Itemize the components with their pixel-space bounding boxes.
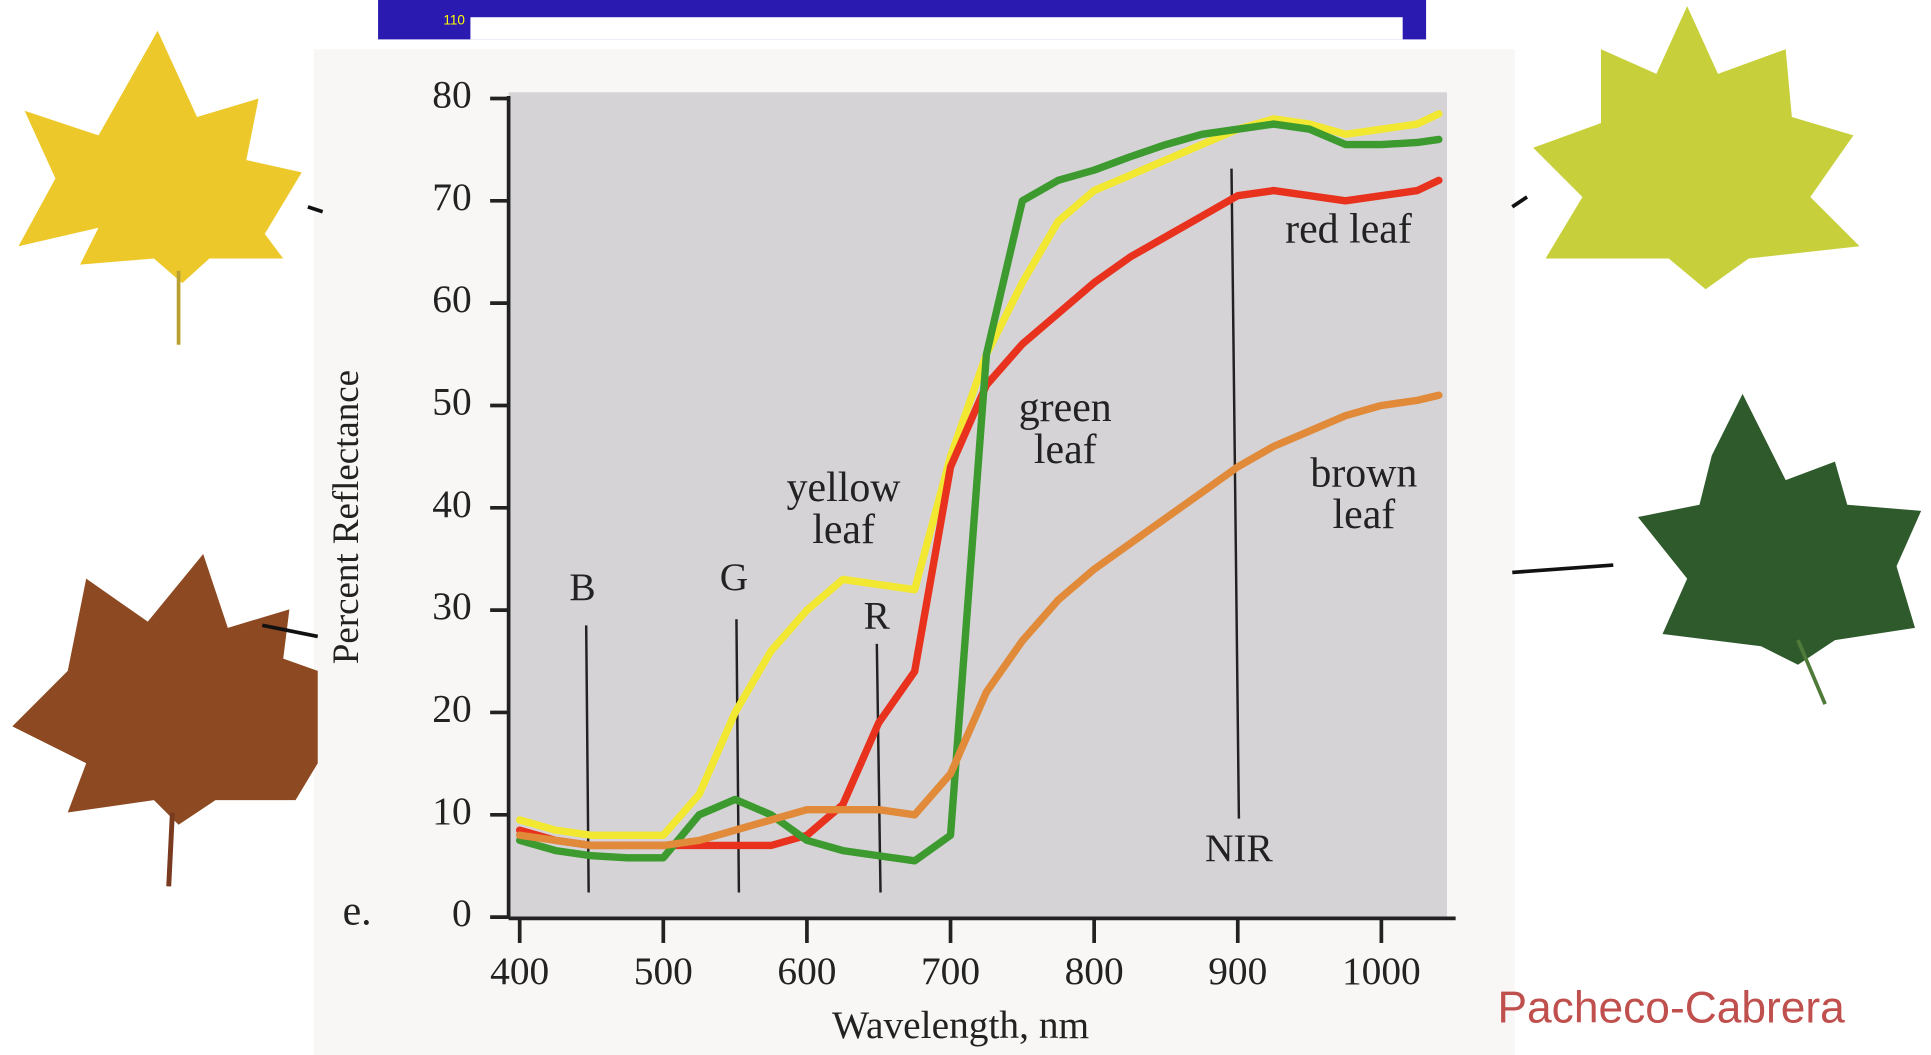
header-plot: [470, 17, 1403, 40]
x-tick-label: 400: [490, 949, 549, 993]
series-label-box: brown leaf: [1310, 453, 1418, 538]
y-tick-label: 70: [432, 175, 471, 219]
y-tick-label: 60: [432, 277, 471, 321]
x-tick-label: 900: [1208, 949, 1267, 993]
series-label-box: yellow leaf: [786, 467, 901, 553]
x-tick-label: 600: [777, 949, 836, 993]
band-label: R: [864, 593, 891, 637]
series-label: brown leaf: [1310, 453, 1418, 538]
series-label: yellow leaf: [786, 467, 901, 553]
y-tick-label: 40: [432, 482, 471, 526]
series-line: [516, 391, 1443, 850]
band-label: NIR: [1205, 826, 1274, 870]
y-tick-label: 80: [432, 73, 471, 117]
y-tick-label: 0: [452, 891, 472, 935]
band-label: B: [569, 565, 595, 609]
panel-label: e.: [343, 888, 372, 934]
y-tick-label: 20: [432, 687, 471, 731]
y-tick-label: 30: [432, 584, 471, 628]
x-tick-label: 700: [921, 949, 980, 993]
x-tick-label: 800: [1065, 949, 1124, 993]
marks: [516, 110, 1443, 865]
y-tick-label: 50: [432, 380, 471, 424]
series-label-box: red leaf: [1285, 209, 1412, 253]
x-tick-label: 1000: [1342, 949, 1421, 993]
header-label: 110: [443, 13, 465, 28]
series-label-box: green leaf: [1018, 387, 1112, 473]
x-tick-label: 500: [634, 949, 693, 993]
credit: Pacheco-Cabrera: [1497, 983, 1845, 1032]
leaf-green: [1512, 393, 1922, 705]
x-axis-title: Wavelength, nm: [832, 1003, 1090, 1047]
band-label: G: [720, 555, 748, 599]
leaf-yellow: [18, 30, 324, 345]
series-label: red leaf: [1285, 209, 1412, 253]
leaf-yellow-green: [1511, 6, 1860, 290]
series-label: green leaf: [1018, 387, 1112, 473]
y-tick-label: 10: [432, 789, 471, 833]
leaf-brown: [12, 553, 319, 887]
y-axis-title: Percent Reflectance: [325, 370, 366, 664]
